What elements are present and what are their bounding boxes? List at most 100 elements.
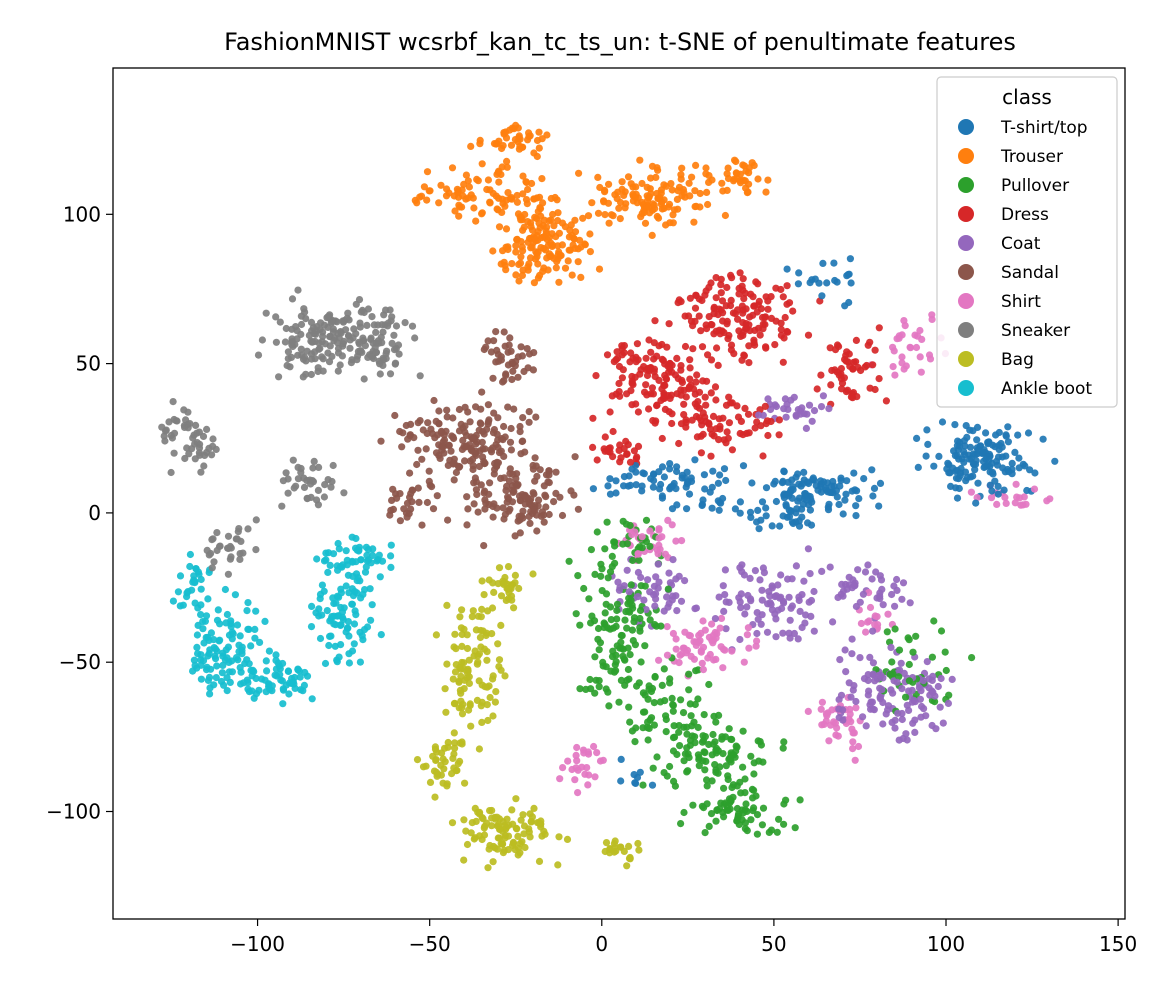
scatter-point bbox=[386, 511, 394, 519]
scatter-point bbox=[202, 612, 211, 620]
scatter-point bbox=[477, 481, 485, 489]
scatter-point bbox=[923, 426, 931, 434]
scatter-point bbox=[750, 804, 758, 812]
scatter-point bbox=[307, 337, 315, 345]
scatter-point bbox=[615, 586, 624, 594]
scatter-point bbox=[315, 463, 323, 471]
scatter-point bbox=[642, 381, 650, 389]
scatter-point bbox=[565, 246, 573, 254]
scatter-point bbox=[594, 635, 602, 643]
legend-label: Bag bbox=[1001, 350, 1034, 370]
scatter-point bbox=[302, 315, 310, 323]
scatter-point bbox=[871, 385, 879, 394]
scatter-point bbox=[310, 457, 318, 465]
scatter-point bbox=[276, 318, 284, 326]
scatter-point bbox=[376, 573, 384, 581]
scatter-point bbox=[376, 370, 384, 378]
scatter-point bbox=[837, 375, 846, 383]
scatter-point bbox=[939, 719, 947, 727]
scatter-point bbox=[842, 357, 850, 365]
scatter-point bbox=[463, 521, 471, 529]
scatter-point bbox=[461, 422, 469, 430]
scatter-point bbox=[792, 562, 801, 570]
scatter-point bbox=[213, 662, 221, 670]
scatter-point bbox=[726, 399, 735, 407]
scatter-point bbox=[923, 658, 931, 666]
scatter-point bbox=[875, 502, 883, 510]
scatter-point bbox=[947, 482, 955, 490]
scatter-point bbox=[608, 392, 616, 400]
scatter-points bbox=[158, 121, 1059, 872]
scatter-point bbox=[689, 345, 697, 353]
scatter-point bbox=[494, 414, 502, 422]
scatter-point bbox=[181, 454, 189, 463]
scatter-point bbox=[659, 356, 668, 364]
scatter-point bbox=[617, 198, 625, 207]
scatter-point bbox=[901, 322, 909, 330]
scatter-point bbox=[320, 493, 328, 501]
scatter-point bbox=[709, 412, 718, 420]
scatter-point bbox=[356, 319, 364, 327]
scatter-point bbox=[326, 561, 334, 570]
scatter-point bbox=[645, 682, 653, 690]
scatter-point bbox=[868, 466, 876, 474]
scatter-point bbox=[934, 682, 942, 691]
scatter-point bbox=[378, 339, 386, 347]
scatter-point bbox=[841, 646, 849, 654]
scatter-point bbox=[368, 601, 376, 609]
scatter-point bbox=[651, 602, 659, 610]
scatter-point bbox=[224, 643, 232, 651]
scatter-point bbox=[870, 706, 878, 714]
scatter-point bbox=[272, 338, 280, 346]
scatter-point bbox=[516, 428, 524, 436]
scatter-point bbox=[717, 281, 725, 289]
scatter-point bbox=[973, 436, 981, 444]
scatter-point bbox=[653, 212, 661, 221]
scatter-point bbox=[377, 333, 385, 341]
scatter-point bbox=[656, 698, 665, 706]
scatter-point bbox=[765, 828, 773, 837]
scatter-point bbox=[507, 424, 515, 433]
scatter-point bbox=[847, 393, 856, 401]
scatter-point bbox=[625, 703, 633, 711]
scatter-point bbox=[779, 358, 787, 366]
scatter-point bbox=[324, 476, 332, 484]
scatter-point bbox=[285, 690, 293, 698]
scatter-point bbox=[508, 841, 517, 850]
scatter-point bbox=[418, 455, 426, 463]
scatter-point bbox=[869, 492, 877, 500]
scatter-point bbox=[407, 505, 415, 513]
scatter-point bbox=[271, 671, 279, 679]
scatter-point bbox=[673, 463, 681, 471]
scatter-point bbox=[319, 367, 327, 375]
scatter-point bbox=[223, 674, 231, 682]
scatter-point bbox=[593, 749, 601, 757]
scatter-point bbox=[693, 371, 701, 379]
scatter-point bbox=[779, 293, 787, 301]
scatter-point bbox=[601, 545, 609, 553]
scatter-point bbox=[761, 313, 770, 321]
scatter-point bbox=[819, 259, 827, 267]
scatter-point bbox=[507, 141, 516, 149]
scatter-point bbox=[574, 505, 583, 513]
scatter-point bbox=[725, 598, 733, 607]
scatter-point bbox=[651, 373, 659, 381]
scatter-point bbox=[252, 516, 260, 524]
scatter-point bbox=[212, 445, 220, 453]
scatter-point bbox=[701, 829, 709, 837]
x-tick-label: −100 bbox=[230, 932, 285, 956]
scatter-point bbox=[516, 142, 524, 150]
scatter-point bbox=[314, 501, 322, 509]
scatter-point bbox=[387, 552, 395, 560]
scatter-point bbox=[611, 837, 619, 845]
scatter-point bbox=[375, 551, 383, 559]
scatter-point bbox=[558, 241, 567, 249]
scatter-point bbox=[931, 698, 939, 706]
scatter-point bbox=[382, 306, 390, 314]
scatter-point bbox=[931, 692, 939, 700]
scatter-point bbox=[396, 517, 404, 525]
scatter-point bbox=[321, 340, 329, 348]
scatter-point bbox=[764, 305, 772, 313]
scatter-point bbox=[734, 315, 742, 323]
scatter-point bbox=[648, 384, 657, 392]
